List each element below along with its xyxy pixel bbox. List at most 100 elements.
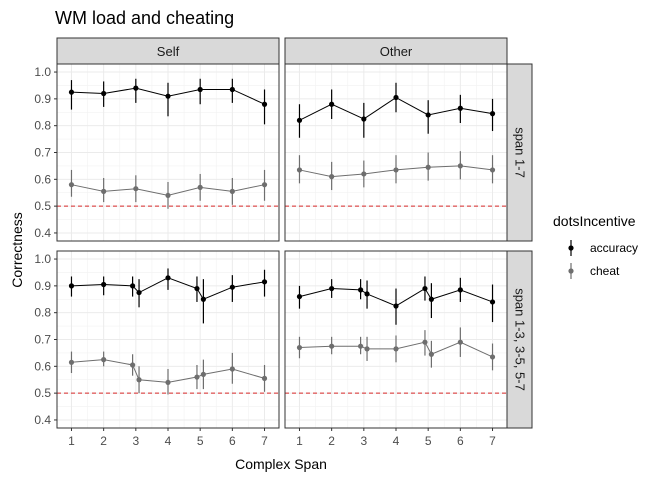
- y-tick-label: 1.0: [34, 252, 51, 266]
- data-point: [136, 377, 142, 383]
- facet-row-label: span 1-7: [513, 127, 528, 178]
- data-point: [68, 359, 75, 365]
- data-point: [68, 182, 75, 188]
- data-point: [133, 186, 139, 192]
- y-tick-label: 0.6: [34, 359, 51, 373]
- data-point: [489, 299, 496, 305]
- data-point: [200, 296, 206, 302]
- data-point: [194, 374, 200, 380]
- legend-label: cheat: [590, 264, 620, 278]
- y-tick-label: 0.4: [34, 413, 51, 427]
- facet-strip-other: [284, 37, 508, 65]
- data-point: [489, 111, 496, 117]
- facet-row-label: span 1-3, 3-5, 5-7: [513, 288, 528, 391]
- x-tick-label: 2: [100, 434, 107, 448]
- data-point: [428, 351, 434, 357]
- panel-other-row-1: [284, 63, 508, 242]
- data-point: [457, 287, 463, 293]
- data-point: [329, 343, 335, 349]
- data-point: [428, 296, 434, 302]
- data-point: [165, 379, 171, 386]
- data-point: [261, 279, 268, 285]
- data-point: [261, 182, 268, 188]
- data-point: [329, 285, 335, 292]
- y-tick-label: 0.4: [34, 226, 51, 240]
- data-point: [130, 362, 136, 368]
- y-axis-title: Correctness: [9, 212, 25, 287]
- series-accuracy: [68, 268, 268, 324]
- data-point: [422, 285, 428, 292]
- data-point: [229, 188, 235, 194]
- data-point: [489, 167, 496, 173]
- data-point: [200, 371, 206, 377]
- legend-label: accuracy: [590, 241, 638, 255]
- series-cheat: [68, 351, 268, 395]
- x-tick-label: 5: [425, 434, 432, 448]
- data-point: [165, 275, 171, 281]
- y-tick-label: 0.9: [34, 92, 51, 106]
- x-tick-label: 7: [261, 434, 268, 448]
- facet-row-strip-2: [506, 250, 533, 429]
- legend-key-point: [568, 268, 574, 274]
- data-point: [457, 163, 463, 169]
- y-tick-label: 1.0: [34, 65, 51, 79]
- data-point: [165, 192, 171, 199]
- y-tick-label: 0.5: [34, 386, 51, 400]
- data-point: [393, 94, 399, 101]
- data-point: [229, 366, 235, 372]
- data-point: [393, 167, 399, 173]
- data-point: [361, 171, 367, 177]
- series-accuracy: [68, 78, 268, 125]
- x-tick-label: 2: [328, 434, 335, 448]
- data-point: [457, 339, 463, 345]
- data-point: [422, 339, 428, 345]
- x-tick-label: 3: [360, 434, 367, 448]
- series-cheat: [68, 169, 268, 209]
- x-tick-label: 1: [296, 434, 303, 448]
- x-tick-label: 6: [457, 434, 464, 448]
- series-accuracy: [296, 82, 496, 138]
- data-point: [329, 174, 335, 180]
- data-point: [329, 101, 335, 107]
- data-point: [358, 343, 364, 349]
- legend-entry-accuracy: accuracy: [568, 240, 638, 256]
- data-point: [261, 101, 268, 107]
- data-point: [68, 283, 75, 289]
- legend-title: dotsIncentive: [553, 213, 636, 229]
- data-point: [133, 85, 139, 91]
- chart-title: WM load and cheating: [55, 8, 234, 28]
- legend-key-point: [568, 245, 574, 251]
- data-point: [101, 357, 107, 363]
- panel-self-row-2: [56, 250, 280, 429]
- y-tick-label: 0.6: [34, 172, 51, 186]
- legend: dotsIncentive accuracy cheat: [553, 213, 638, 279]
- data-point: [197, 184, 203, 190]
- y-tick-label: 0.9: [34, 279, 51, 293]
- y-tick-label: 0.8: [34, 306, 51, 320]
- data-point: [425, 112, 431, 118]
- data-point: [194, 285, 200, 292]
- y-tick-label: 0.5: [34, 199, 51, 213]
- y-tick-label: 0.8: [34, 119, 51, 133]
- facet-strip-label: Other: [380, 44, 413, 59]
- facet-strip-label: Self: [157, 44, 180, 59]
- series-accuracy: [296, 276, 496, 325]
- data-point: [393, 303, 399, 309]
- x-tick-label: 1: [68, 434, 75, 448]
- panel-self-row-1: [56, 63, 280, 242]
- legend-entry-cheat: cheat: [568, 263, 620, 279]
- x-tick-label: 4: [165, 434, 172, 448]
- data-point: [296, 344, 303, 351]
- data-point: [68, 89, 75, 95]
- data-point: [296, 117, 303, 123]
- x-tick-label: 6: [229, 434, 236, 448]
- data-point: [261, 375, 268, 381]
- facet-row-strip-1: [506, 63, 533, 242]
- data-point: [489, 354, 496, 360]
- x-axis-title: Complex Span: [235, 456, 327, 472]
- x-tick-label: 7: [489, 434, 496, 448]
- data-point: [130, 283, 136, 289]
- x-tick-label: 3: [132, 434, 139, 448]
- data-point: [101, 90, 107, 97]
